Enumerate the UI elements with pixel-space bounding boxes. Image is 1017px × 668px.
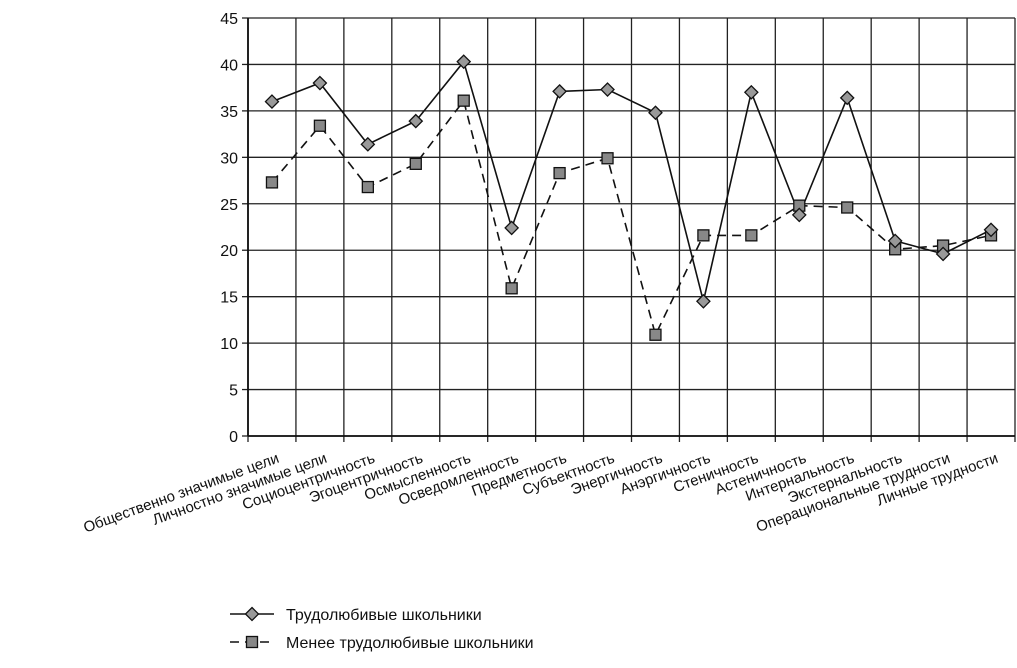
data-point-diamond: [791, 207, 807, 223]
data-point-diamond: [935, 246, 951, 262]
data-point-square: [745, 229, 758, 242]
axes: [242, 17, 1016, 442]
data-point-square: [313, 119, 327, 132]
data-point-diamond: [887, 233, 903, 249]
y-tick-label: 5: [229, 383, 238, 400]
data-point-diamond: [408, 113, 424, 129]
data-point-diamond: [504, 220, 520, 236]
y-tick-labels: 0 5 10 15 20 25 30 35 40 45: [220, 11, 238, 446]
data-point-square: [505, 282, 518, 295]
data-point-square: [409, 157, 422, 170]
y-tick-label: 0: [229, 429, 238, 446]
y-tick-label: 20: [220, 243, 238, 260]
data-point-square: [457, 94, 470, 107]
data-markers: [264, 54, 999, 341]
y-tick-label: 10: [220, 336, 238, 353]
data-point-square: [841, 201, 854, 214]
grid: [247, 17, 1016, 437]
y-tick-label: 25: [220, 197, 238, 214]
data-point-square: [553, 166, 566, 180]
series-line-2: [271, 98, 992, 338]
legend-square-marker: [245, 635, 259, 649]
data-point-diamond: [839, 90, 855, 106]
data-point-square: [697, 229, 710, 242]
data-point-square: [601, 152, 614, 165]
legend: Трудолюбивые школьники Менее трудолюбивые…: [230, 606, 534, 652]
series-line-1: [271, 60, 992, 302]
y-tick-label: 45: [220, 11, 238, 28]
data-point-diamond: [456, 54, 472, 70]
data-point-square: [649, 328, 662, 341]
data-point-diamond: [312, 75, 328, 91]
data-point-diamond: [360, 136, 376, 152]
series-lines: [271, 60, 992, 338]
data-point-diamond: [648, 105, 663, 121]
data-point-diamond: [552, 83, 568, 99]
y-tick-label: 30: [220, 150, 238, 167]
data-point-diamond: [743, 84, 759, 100]
data-point-square: [265, 176, 279, 189]
y-tick-label: 35: [220, 104, 238, 121]
data-point-square: [361, 180, 374, 194]
y-tick-label: 15: [220, 290, 238, 307]
legend-label: Трудолюбивые школьники: [286, 607, 482, 624]
data-point-diamond: [983, 222, 999, 238]
legend-label: Менее трудолюбивые школьники: [286, 635, 534, 652]
data-point-diamond: [695, 293, 711, 309]
data-point-diamond: [600, 82, 615, 97]
y-tick-label: 40: [220, 57, 238, 74]
legend-diamond-marker: [244, 606, 260, 622]
data-point-diamond: [264, 94, 280, 110]
